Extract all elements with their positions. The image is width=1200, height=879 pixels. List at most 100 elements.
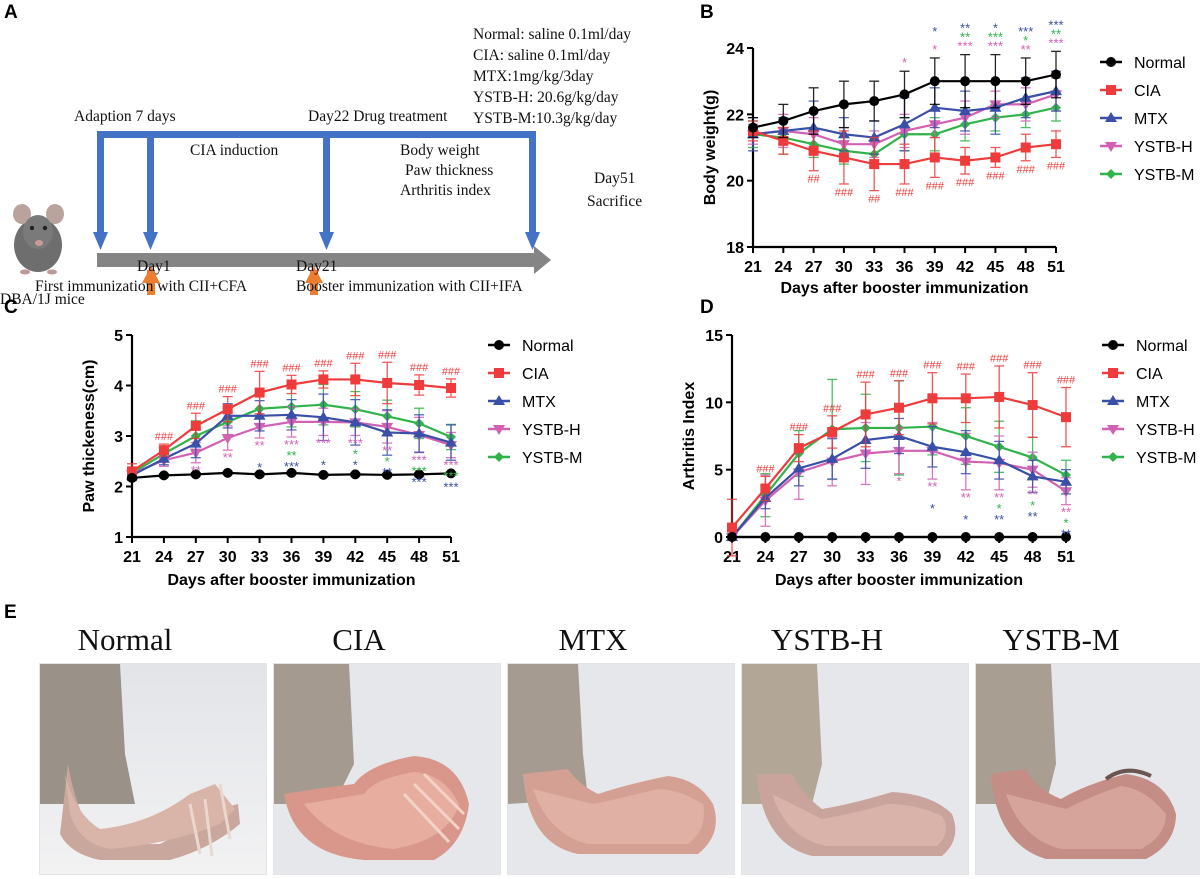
legend-marker-normal	[494, 340, 504, 350]
point-mtx	[413, 427, 426, 438]
significance-ystb-h: ***	[1048, 35, 1063, 50]
point-cia	[899, 159, 910, 170]
legend-label: CIA	[522, 366, 549, 383]
paw-photo-mtx	[507, 663, 735, 875]
significance-mtx: **	[960, 21, 970, 36]
significance-cia: ###	[1057, 375, 1076, 387]
point-mtx	[317, 411, 330, 422]
y-tick-label: 1	[114, 530, 123, 547]
x-tick-label: 24	[774, 259, 792, 276]
legend: Normal CIA MTX YSTB-H YSTB-M	[1102, 338, 1196, 467]
point-normal	[1020, 76, 1031, 87]
legend-item-normal: Normal	[488, 338, 574, 355]
significance-mtx: **	[382, 465, 392, 480]
legend-marker-ystb-h	[493, 425, 505, 435]
legend-item-ystb-m: YSTB-M	[488, 450, 582, 467]
x-tick-label: 51	[1057, 549, 1075, 566]
blue-arrow-1	[93, 131, 108, 250]
dosing-normal: Normal: saline 0.1ml/day	[473, 26, 631, 43]
x-tick-label: 33	[865, 259, 883, 276]
significance-ystb-h: **	[961, 490, 971, 505]
legend-item-ystb-h: YSTB-H	[488, 422, 581, 439]
significance-ystb-h: ***	[348, 435, 363, 450]
significance-cia: ###	[756, 463, 775, 475]
point-ystb-h	[221, 434, 234, 445]
x-tick-label: 33	[251, 549, 269, 566]
significance-cia: ###	[835, 187, 854, 199]
legend-marker-ystb-h	[1105, 142, 1117, 152]
y-tick-label: 5	[114, 328, 123, 345]
legend-marker-mtx	[1107, 395, 1119, 405]
y-axis-label: Paw thickeness(cm)	[81, 360, 98, 513]
point-normal	[748, 122, 758, 133]
point-normal	[1027, 532, 1038, 542]
significance-cia: ###	[314, 358, 333, 370]
significance-ystb-h: ***	[958, 39, 973, 54]
significance-ystb-h: ***	[284, 437, 299, 452]
significance-ystb-h: *	[896, 474, 901, 489]
point-normal	[960, 76, 971, 87]
orange-arrow-day1	[142, 266, 160, 295]
dosing-mtx: MTX:1mg/kg/3day	[473, 68, 594, 85]
significance-ystb-m: *	[997, 501, 1002, 516]
x-tick-label: 39	[924, 549, 942, 566]
significance-ystb-h: ***	[443, 458, 458, 473]
day1-event-label: First immunization with CII+CFA	[35, 278, 248, 295]
point-mtx	[826, 452, 839, 463]
significance-mtx: *	[993, 21, 998, 36]
legend-marker-cia	[1108, 368, 1118, 378]
panel-d-letter: D	[700, 297, 714, 318]
point-cia	[994, 391, 1005, 402]
significance-mtx: **	[994, 512, 1004, 527]
photo-label-ystb-h: YSTB-H	[771, 622, 883, 657]
point-normal	[1061, 532, 1071, 542]
blue-arrow-3	[319, 131, 334, 250]
legend: Normal CIA MTX YSTB-H YSTB-M	[1100, 55, 1194, 184]
significance-ystb-h: *	[902, 55, 907, 70]
point-cia	[778, 135, 789, 146]
legend-marker-mtx	[1105, 112, 1117, 122]
legend-marker-ystb-m	[1106, 169, 1116, 179]
significance-ystb-h: **	[191, 463, 201, 478]
point-cia	[446, 383, 456, 394]
point-cia	[1061, 412, 1071, 423]
point-normal	[827, 532, 838, 542]
point-normal	[286, 467, 297, 478]
point-normal	[860, 532, 871, 542]
legend-marker-cia	[494, 368, 504, 378]
point-cia	[927, 393, 938, 404]
mouse-icon	[13, 204, 64, 275]
chart-arthritis-index: 0 5 10 15 21 24 27 30 33 36 39 42 45 48 51 Days after b…	[681, 328, 1196, 589]
x-tick-label: 39	[315, 549, 333, 566]
x-tick-label: 30	[823, 549, 841, 566]
legend-label: YSTB-M	[1134, 167, 1194, 184]
legend-item-normal: Normal	[1102, 338, 1188, 355]
legend-item-normal: Normal	[1100, 55, 1186, 72]
point-cia	[1027, 400, 1038, 411]
point-mtx	[253, 409, 266, 420]
significance-cia: ###	[1047, 160, 1066, 172]
y-tick-label: 3	[114, 429, 123, 446]
orange-arrow-day21	[305, 266, 323, 295]
x-tick-label: 30	[219, 549, 237, 566]
point-normal	[254, 469, 265, 480]
point-cia	[727, 522, 737, 533]
point-mtx	[792, 462, 805, 473]
significance-ystb-h: **	[1021, 42, 1031, 57]
dosing-ystb-m: YSTB-M:10.3g/kg/day	[473, 110, 618, 127]
panel-a-letter: A	[4, 2, 18, 23]
paw-photo-ystb-h	[741, 663, 969, 875]
significance-cia: ###	[442, 366, 461, 378]
point-mtx	[868, 131, 881, 142]
point-mtx	[1026, 470, 1039, 481]
point-mtx	[349, 416, 362, 427]
significance-cia: ###	[1023, 360, 1042, 372]
legend-label: YSTB-M	[1136, 450, 1196, 467]
significance-mtx: *	[930, 501, 935, 516]
legend-item-ystb-m: YSTB-M	[1100, 167, 1194, 184]
dosing-ystb-h: YSTB-H: 20.6g/kg/day	[473, 89, 619, 106]
x-tick-label: 36	[283, 549, 301, 566]
x-tick-label: 36	[896, 259, 914, 276]
significance-ystb-h: **	[927, 479, 937, 494]
significance-cia: ##	[868, 194, 881, 206]
